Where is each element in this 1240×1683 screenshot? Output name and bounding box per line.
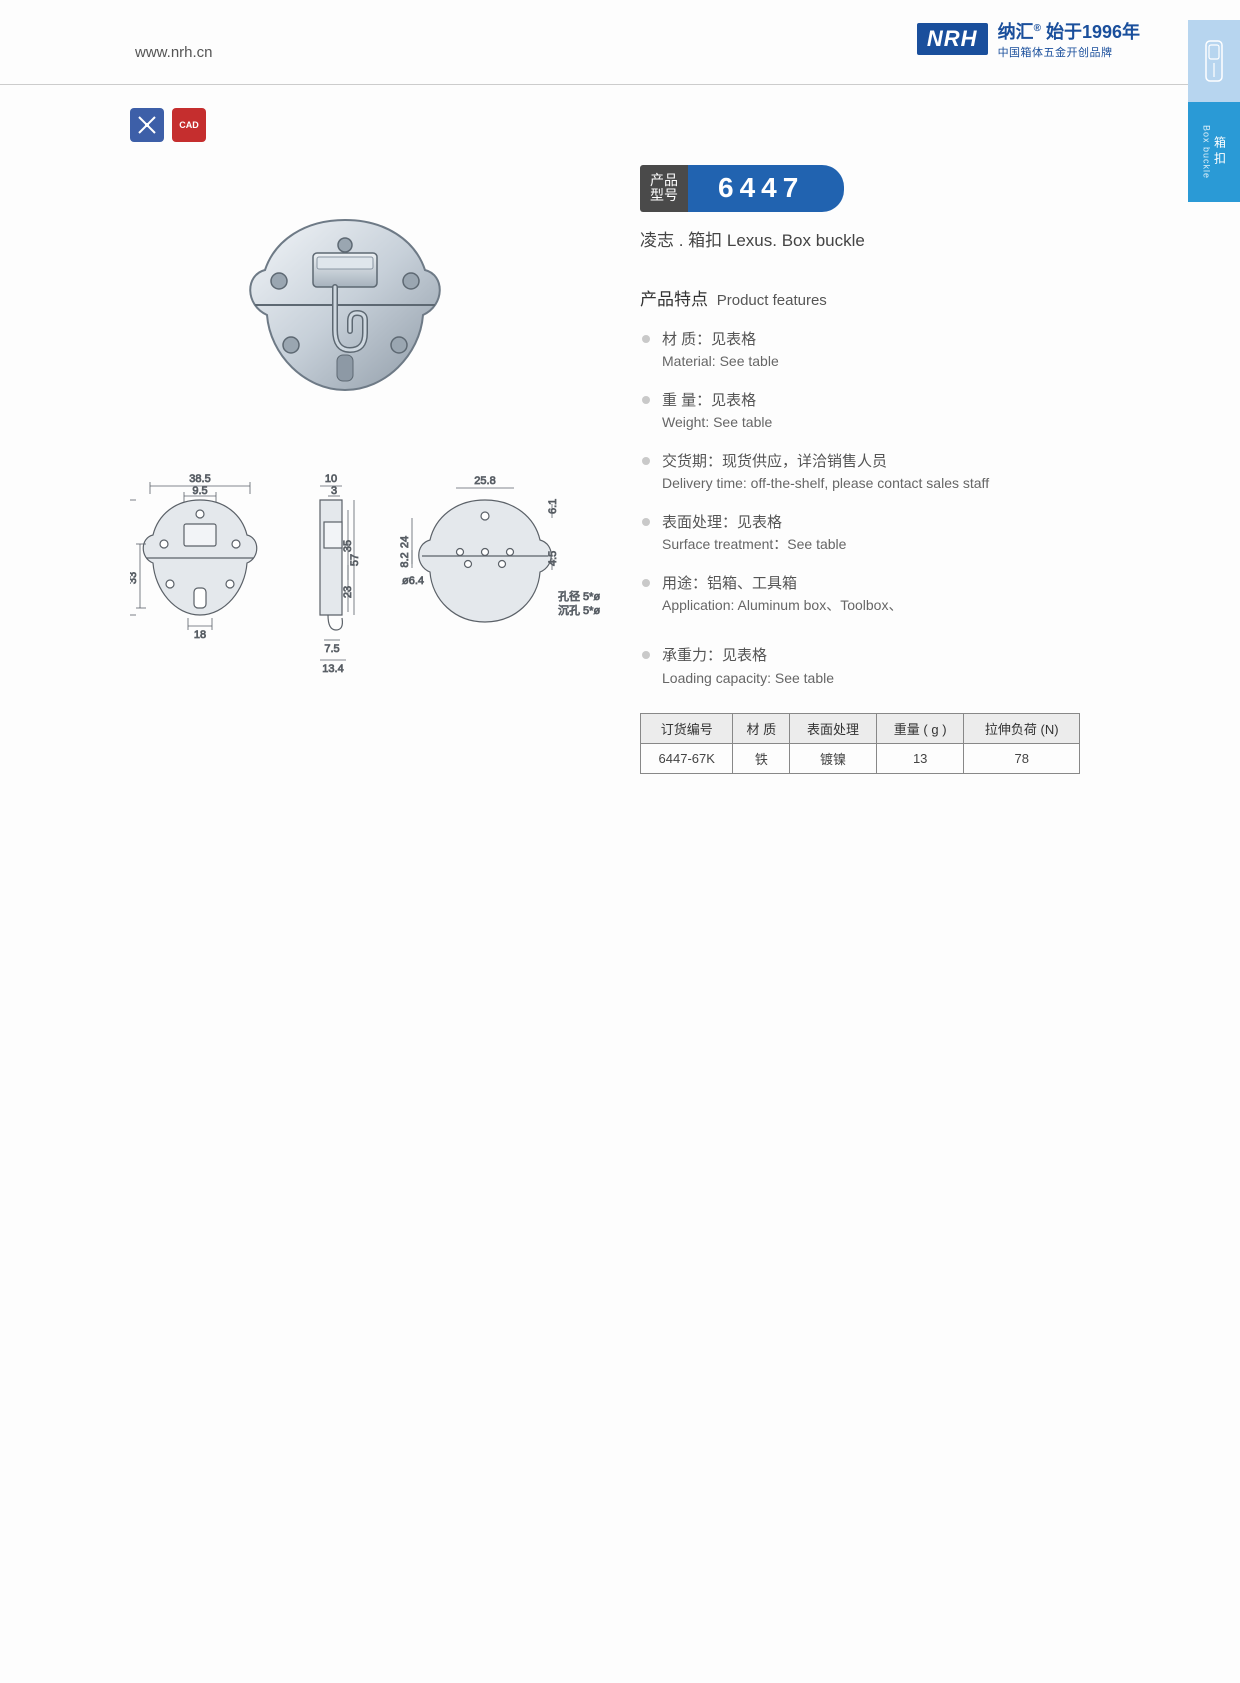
spec-cell: 78 xyxy=(964,744,1080,774)
model-number: 6447 xyxy=(688,165,844,212)
brand-since: 始于1996年 xyxy=(1046,22,1140,42)
model-label-l1: 产品 xyxy=(650,173,678,188)
spec-table: 订货编号材 质表面处理重量 ( g )拉伸负荷 (N) 6447-67K铁镀镍1… xyxy=(640,713,1080,774)
svg-text:4.5: 4.5 xyxy=(547,551,559,566)
logo-initials: NRH xyxy=(917,23,988,55)
format-icons: CAD xyxy=(130,108,206,142)
svg-text:8.2: 8.2 xyxy=(399,552,411,567)
spec-header-cell: 表面处理 xyxy=(790,714,877,744)
svg-text:7.5: 7.5 xyxy=(324,643,339,655)
page-header: www.nrh.cn NRH 纳汇® 始于1996年 中国箱体五金开创品牌 xyxy=(0,0,1240,85)
svg-text:9.5: 9.5 xyxy=(192,485,207,497)
svg-text:沉孔 5*ø5.5: 沉孔 5*ø5.5 xyxy=(558,604,600,617)
category-label-tab: 箱扣 Box buckle xyxy=(1188,102,1240,202)
spec-header-cell: 重量 ( g ) xyxy=(876,714,964,744)
info-column: 产品 型号 6447 凌志 . 箱扣 Lexus. Box buckle 产品特… xyxy=(640,165,1100,774)
brand-name-cn: 纳汇 xyxy=(998,22,1034,42)
svg-text:25.8: 25.8 xyxy=(474,475,495,487)
feature-item: 材 质：见表格Material: See table xyxy=(640,328,1100,373)
model-badge: 产品 型号 6447 xyxy=(640,165,1100,212)
svg-text:6.1: 6.1 xyxy=(547,499,559,514)
svg-text:24: 24 xyxy=(399,536,411,548)
svg-text:23: 23 xyxy=(342,586,354,598)
spec-header-cell: 材 质 xyxy=(733,714,790,744)
svg-text:孔径 5*ø2.4: 孔径 5*ø2.4 xyxy=(558,590,600,603)
svg-text:38.5: 38.5 xyxy=(189,473,210,485)
svg-text:57: 57 xyxy=(349,554,361,566)
svg-text:18: 18 xyxy=(194,629,206,641)
spec-cell: 镀镍 xyxy=(790,744,877,774)
feature-item: 承重力：见表格Loading capacity: See table xyxy=(640,644,1100,689)
drawing-icon xyxy=(130,108,164,142)
spec-cell: 13 xyxy=(876,744,964,774)
category-icon-tab xyxy=(1188,20,1240,102)
category-label-en: Box buckle xyxy=(1202,125,1212,179)
svg-text:33: 33 xyxy=(130,572,139,584)
technical-drawings: 38.5 9.5 57.8 33 18 10 3 57 35 23 xyxy=(130,470,600,700)
svg-text:10: 10 xyxy=(325,473,337,485)
svg-text:ø6.4: ø6.4 xyxy=(402,575,424,587)
spec-cell: 铁 xyxy=(733,744,790,774)
brand-logo: NRH 纳汇® 始于1996年 中国箱体五金开创品牌 xyxy=(917,18,1140,60)
svg-text:13.4: 13.4 xyxy=(322,663,343,675)
svg-text:3: 3 xyxy=(331,485,337,497)
brand-tagline: 中国箱体五金开创品牌 xyxy=(998,44,1140,60)
svg-text:35: 35 xyxy=(342,540,354,552)
product-photo xyxy=(215,205,475,405)
model-label-l2: 型号 xyxy=(650,188,678,203)
spec-header-cell: 拉伸负荷 (N) xyxy=(964,714,1080,744)
feature-item: 交货期：现货供应，详洽销售人员Delivery time: off-the-sh… xyxy=(640,450,1100,495)
category-label-cn: 箱扣 xyxy=(1212,136,1229,168)
product-subname: 凌志 . 箱扣 Lexus. Box buckle xyxy=(640,226,1100,251)
spec-row: 6447-67K铁镀镍1378 xyxy=(641,744,1080,774)
site-url: www.nrh.cn xyxy=(135,44,213,61)
feature-item: 表面处理：见表格Surface treatment：See table xyxy=(640,511,1100,556)
spec-cell: 6447-67K xyxy=(641,744,733,774)
feature-item: 用途：铝箱、工具箱Application: Aluminum box、Toolb… xyxy=(640,572,1100,617)
cad-icon: CAD xyxy=(172,108,206,142)
features-heading: 产品特点 Product features xyxy=(640,285,1100,310)
feature-item: 重 量：见表格Weight: See table xyxy=(640,389,1100,434)
features-list: 材 质：见表格Material: See table 重 量：见表格Weight:… xyxy=(640,328,1100,690)
spec-header-cell: 订货编号 xyxy=(641,714,733,744)
side-tabs: 箱扣 Box buckle xyxy=(1188,20,1240,202)
